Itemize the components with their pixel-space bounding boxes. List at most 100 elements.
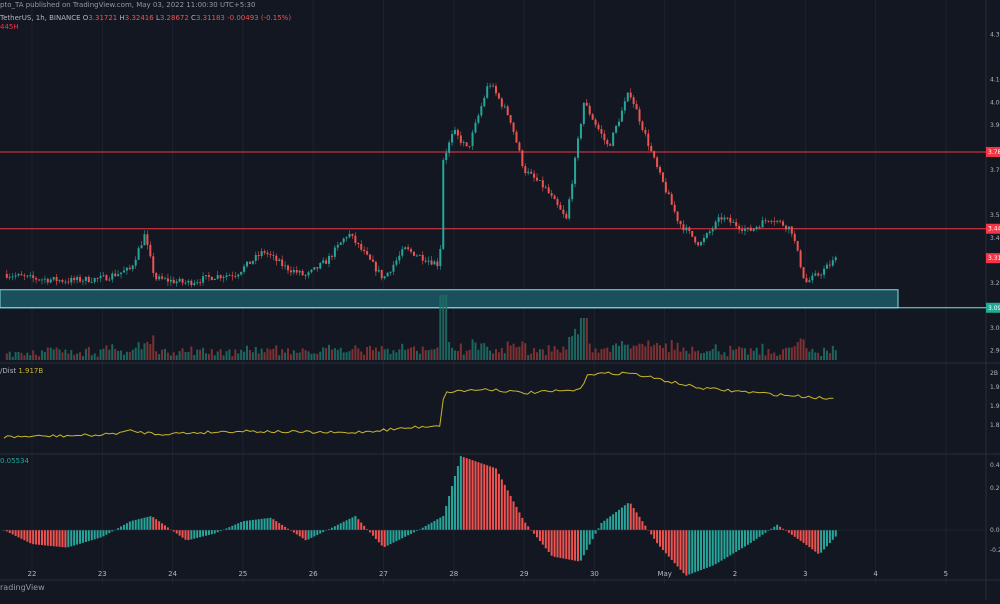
oscillator-bar xyxy=(26,530,29,542)
oscillator-bar xyxy=(720,530,723,561)
oscillator-bar xyxy=(76,530,79,545)
volume-bar xyxy=(284,352,287,360)
candle-body xyxy=(360,243,363,250)
candle-body xyxy=(559,204,562,210)
volume-bar xyxy=(609,351,612,360)
volume-bar xyxy=(178,351,181,360)
oscillator-bar xyxy=(410,530,413,534)
oscillator-bar xyxy=(828,530,831,544)
oscillator-bar xyxy=(494,468,497,530)
price-axis-tick: 4.00 xyxy=(990,99,1000,106)
candle-body xyxy=(629,92,632,98)
volume-bar xyxy=(251,352,254,360)
oscillator-bar xyxy=(287,528,290,530)
volume-bar xyxy=(436,347,439,360)
candle-body xyxy=(483,97,486,107)
volume-bar xyxy=(330,349,333,360)
candle-body xyxy=(820,274,823,276)
candle-body xyxy=(319,262,322,269)
oscillator-bar xyxy=(465,458,468,530)
oscillator-bar xyxy=(486,465,489,530)
oscillator-bar xyxy=(635,512,638,530)
volume-bar xyxy=(395,352,398,360)
oscillator-bar xyxy=(588,530,591,545)
candle-body xyxy=(231,275,234,277)
volume-bar xyxy=(152,335,155,360)
volume-bar xyxy=(635,345,638,360)
volume-bar xyxy=(316,353,319,360)
candle-body xyxy=(143,234,146,246)
volume-bar xyxy=(374,347,377,360)
oscillator-bar xyxy=(793,530,796,537)
oscillator-bar xyxy=(152,517,155,530)
candle-body xyxy=(603,133,606,141)
oscillator-bar xyxy=(386,530,389,546)
volume-bar xyxy=(79,352,82,360)
ohlc-close: 3.31183 xyxy=(195,14,225,22)
oscillator-bar xyxy=(330,527,333,530)
candle-body xyxy=(644,130,647,134)
oscillator-bar xyxy=(207,530,210,535)
candle-body xyxy=(606,140,609,145)
oscillator-bar xyxy=(817,530,820,554)
volume-bar xyxy=(424,350,427,360)
candle-body xyxy=(49,279,52,283)
price-axis-tick: 3.20 xyxy=(990,280,1000,287)
candle-body xyxy=(158,276,161,280)
volume-bar xyxy=(764,355,767,360)
candle-body xyxy=(67,281,70,283)
volume-bar xyxy=(184,351,187,360)
oscillator-bar xyxy=(73,530,76,546)
support-zone[interactable] xyxy=(0,289,899,309)
volume-bar xyxy=(199,349,202,360)
oscillator-bar xyxy=(131,520,134,530)
volume-bar xyxy=(480,343,483,360)
oscillator-bar xyxy=(776,524,779,530)
oscillator-bar xyxy=(773,526,776,530)
volume-bar xyxy=(278,355,281,360)
candle-body xyxy=(328,255,331,264)
volume-bar xyxy=(143,343,146,360)
candle-body xyxy=(439,248,442,267)
oscillator-bar xyxy=(500,479,503,530)
candle-body xyxy=(550,193,553,196)
candle-body xyxy=(527,171,530,174)
volume-bar xyxy=(749,348,752,360)
oscillator-bar xyxy=(521,517,524,530)
oscillator-bar xyxy=(161,523,164,530)
candle-body xyxy=(149,244,152,257)
volume-bar xyxy=(96,356,99,360)
volume-bar xyxy=(122,354,125,360)
volume-bar xyxy=(489,350,492,360)
candle-body xyxy=(246,261,249,267)
candle-body xyxy=(462,142,465,144)
volume-bar xyxy=(389,353,392,360)
candle-body xyxy=(26,275,29,277)
volume-bar xyxy=(257,353,260,360)
oscillator-bar xyxy=(301,530,304,539)
time-axis-tick: 28 xyxy=(449,570,458,578)
oscillator-bar xyxy=(401,530,404,539)
candle-body xyxy=(831,260,834,266)
volume-bar xyxy=(263,352,266,360)
oscillator-bar xyxy=(407,530,410,536)
oscillator-bar xyxy=(746,530,749,545)
oscillator-bar xyxy=(137,519,140,530)
candle-body xyxy=(456,129,459,136)
volume-bar xyxy=(58,349,61,360)
volume-bar xyxy=(591,352,594,360)
candle-body xyxy=(213,278,216,281)
time-axis-tick: May xyxy=(657,570,671,578)
oscillator-bar xyxy=(468,459,471,530)
candle-body xyxy=(46,278,49,283)
oscillator-bar xyxy=(506,490,509,530)
candle-body xyxy=(735,222,738,227)
oscillator-bar xyxy=(430,522,433,530)
volume-bar xyxy=(679,351,682,360)
volume-bar xyxy=(770,353,773,360)
symbol-label: TetherUS, 1h, BINANCE xyxy=(0,14,81,22)
oscillator-bar xyxy=(351,517,354,530)
volume-bar xyxy=(158,354,161,360)
